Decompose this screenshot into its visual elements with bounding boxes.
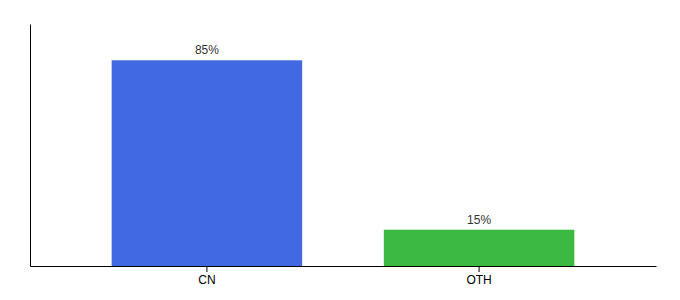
- bar: [384, 230, 575, 266]
- bar: [112, 60, 303, 266]
- y-axis-line: [30, 25, 31, 267]
- y-axis: [30, 25, 31, 267]
- plot: CN OTH 85% 15%: [31, 25, 657, 287]
- x-tick: OTH: [466, 266, 491, 287]
- data-labels: 85% 15%: [195, 43, 492, 226]
- chart: CN OTH 85% 15%: [0, 0, 680, 300]
- data-label: 15%: [467, 213, 491, 227]
- x-tick-mark: [479, 266, 480, 272]
- x-axis-line: [31, 266, 657, 267]
- x-tick: CN: [198, 266, 215, 287]
- data-label: 85%: [195, 43, 219, 57]
- x-tick-label: OTH: [466, 273, 491, 287]
- x-axis: CN OTH: [31, 266, 657, 287]
- x-tick-label: CN: [198, 273, 215, 287]
- bars: [112, 60, 575, 266]
- x-tick-mark: [206, 266, 207, 272]
